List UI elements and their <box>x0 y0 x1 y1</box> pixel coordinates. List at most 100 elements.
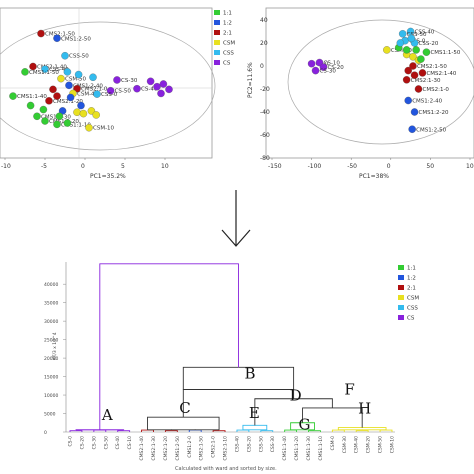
y-tick-label: 35000 <box>44 301 58 307</box>
pca-point-label: CS-40 <box>141 87 158 93</box>
leaf-pair-link <box>355 430 369 432</box>
legend-label: 1:2 <box>407 276 416 282</box>
leaf-label: CS-0 <box>68 436 74 447</box>
y-tick-label: 20 <box>260 40 268 47</box>
pca-point <box>133 84 141 93</box>
pca-point-label: CMS1:1-10 <box>61 122 91 128</box>
pca-point-label: CMS1:1-50 <box>29 70 59 76</box>
leaf-pair-link <box>212 430 226 432</box>
pca-point <box>37 29 45 38</box>
leaf-label: CMS1:1-20 <box>294 436 300 461</box>
pca-left-legend: 1:1 1:2 2:1 CSM CSS CS <box>214 10 235 67</box>
pca-point-label: CMS2:1-0 <box>423 87 450 93</box>
cluster-letter-G: G <box>299 415 311 433</box>
pca-right-frame <box>265 7 474 159</box>
pca-point <box>53 92 61 100</box>
pca-left-x-ticks: -10 -5 0 5 10 <box>1 158 169 170</box>
leaf-label: CSM-30 <box>342 436 348 453</box>
pca-point-label: CS-10 <box>324 61 341 67</box>
y-tick-label: 0 <box>260 63 264 70</box>
pca-point <box>53 120 61 129</box>
legend-swatch <box>398 265 404 270</box>
dendrogram: 0 5000 10000 15000 20000 25000 30000 35000 40000… <box>44 262 419 472</box>
pca-point <box>319 63 328 71</box>
pca-point-label: CSS-20 <box>419 41 439 47</box>
x-tick-label: 50 <box>426 163 434 170</box>
leaf-pair-link <box>117 430 131 432</box>
pca-point-label: CS-30 <box>320 69 337 75</box>
merge-link-D <box>182 389 295 418</box>
pca-point <box>89 73 97 82</box>
pca-point <box>311 66 320 75</box>
pca-point <box>402 46 411 54</box>
leaf-label: CSM-0 <box>330 436 336 451</box>
legend-swatch <box>398 275 404 280</box>
pca-point <box>410 108 419 116</box>
leaf-label: CMS2:1-30 <box>151 436 157 461</box>
pca-point-label: CMS1:2-40 <box>73 83 103 89</box>
pca-point-label: CS-50 <box>115 89 132 95</box>
pca-point-label: CMS1:1-50 <box>430 50 460 56</box>
cluster-letter-B: B <box>244 364 255 382</box>
pca-point-label: CSS-50 <box>69 54 89 60</box>
leaf-label: CSM-40 <box>354 436 360 453</box>
pca-point <box>106 86 115 95</box>
merge-link-B <box>182 366 295 390</box>
pca-point <box>45 97 53 105</box>
legend-label: CSS <box>407 306 418 312</box>
pca-point-label: CSM-10 <box>93 126 115 132</box>
pca-point-label: CMS1:2-50 <box>61 36 91 42</box>
x-tick-label: 100 <box>466 163 474 170</box>
pca-point <box>402 76 411 84</box>
leaf-label: CSS-50 <box>258 436 264 452</box>
pca-point-label: CSM-40 <box>391 48 413 54</box>
dendrogram-leaf-labels: CS-0 CS-20 CS-30 CS-50 CS-40 CS-10 CMS2:1-40 CM… <box>68 436 396 461</box>
pca-point-label: CMS1:2-40 <box>412 99 442 105</box>
pca-right-y-axis-label: PC2=11.6% <box>247 62 254 98</box>
legend-label: 1:2 <box>223 21 232 27</box>
leaf-label: CS-10 <box>127 436 133 449</box>
pca-point-label: CMS2:1-50 <box>417 64 447 70</box>
pca-point <box>61 51 69 60</box>
leaf-label: CSS-30 <box>270 436 276 452</box>
leaf-label: CMS2:1-20 <box>163 436 169 461</box>
leaf-pair-link <box>308 430 321 432</box>
pca-point <box>422 48 431 56</box>
pca-point <box>153 82 161 91</box>
pca-point <box>21 68 29 76</box>
leaf-label: CS-50 <box>103 436 109 449</box>
cluster-letter-F: F <box>344 380 354 398</box>
legend-swatch <box>214 30 220 35</box>
leaf-label: CSS-40 <box>234 436 240 452</box>
pca-point <box>57 74 65 83</box>
leaf-pair-link <box>164 430 178 432</box>
dendrogram-y-axis-label: KT/3 x 10^4 <box>52 332 58 360</box>
x-tick-label: 5 <box>121 163 125 170</box>
legend-swatch <box>214 10 220 15</box>
pca-right-y-ticks: 40 20 0 -20 -40 -60 -80 <box>260 17 270 162</box>
pca-point-label: CSS-0 <box>101 92 118 98</box>
y-tick-label: 40 <box>260 17 268 24</box>
dendrogram-tree <box>69 263 393 432</box>
x-tick-label: -5 <box>41 163 47 170</box>
legend-label: CSS <box>223 51 234 57</box>
pca-point <box>383 46 391 54</box>
leaf-pair-link <box>331 429 345 432</box>
y-tick-label: -40 <box>260 109 270 116</box>
pca-point <box>410 71 419 79</box>
leaf-label: CSM-50 <box>378 436 384 453</box>
legend-label: 2:1 <box>223 31 232 37</box>
pca-point <box>77 101 85 110</box>
pca-left-points: CMS2:1-50CMS1:2-50CSS-50CMS2:1-40CSS-40C… <box>9 29 173 132</box>
pca-point-label: CS-30 <box>121 78 138 84</box>
y-tick-label: -60 <box>260 132 270 139</box>
pca-point-label: CMS1:2-20 <box>419 110 449 116</box>
cluster-link <box>242 424 268 430</box>
y-tick-label: 30000 <box>44 319 58 325</box>
y-tick-label: 10000 <box>44 393 58 399</box>
pca-point <box>29 62 37 71</box>
pca-point <box>92 111 100 119</box>
dendrogram-y-ticks: 0 5000 10000 15000 20000 25000 30000 35000 40000 <box>44 282 66 436</box>
dendrogram-legend: 1:1 1:2 2:1 CSM CSS CS <box>398 265 419 322</box>
